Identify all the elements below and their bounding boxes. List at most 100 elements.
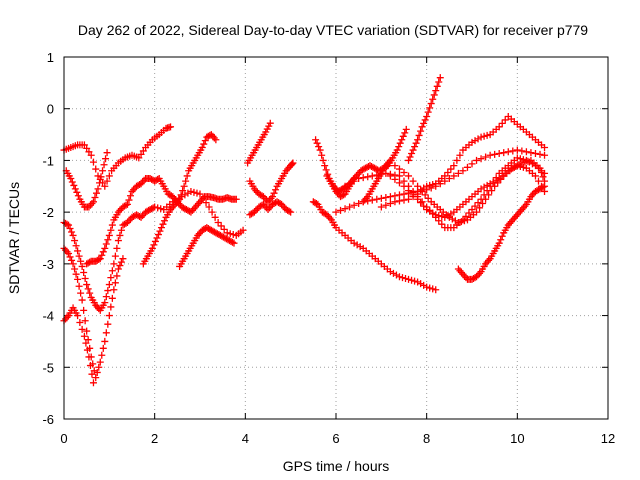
data-point xyxy=(432,211,440,219)
data-point xyxy=(391,162,399,170)
data-point xyxy=(108,294,116,302)
data-point xyxy=(113,244,121,252)
data-point xyxy=(185,207,193,215)
data-point xyxy=(453,156,461,164)
data-point xyxy=(498,232,506,240)
y-axis-label: SDTVAR / TECUs xyxy=(6,182,22,294)
data-point xyxy=(156,227,164,235)
data-point xyxy=(400,190,408,198)
data-point xyxy=(409,146,417,154)
data-point xyxy=(78,325,86,333)
data-point xyxy=(424,108,432,116)
series-arc-19 xyxy=(405,74,444,164)
data-point xyxy=(426,284,434,292)
data-point xyxy=(68,178,76,186)
data-point xyxy=(116,231,124,239)
data-point xyxy=(418,123,426,131)
y-tick-label: 1 xyxy=(47,50,54,65)
data-point xyxy=(117,258,125,266)
data-point xyxy=(313,139,321,147)
data-point xyxy=(316,146,324,154)
data-point xyxy=(495,150,503,158)
data-point xyxy=(432,182,440,190)
data-point xyxy=(400,168,408,176)
data-point xyxy=(427,100,435,108)
data-point xyxy=(411,143,419,151)
data-point xyxy=(77,257,85,265)
x-tick-label: 12 xyxy=(601,431,615,446)
data-point xyxy=(427,184,435,192)
data-point xyxy=(94,185,102,193)
x-tick-label: 2 xyxy=(151,431,158,446)
data-point xyxy=(386,156,394,164)
data-point xyxy=(518,159,526,167)
data-point xyxy=(513,146,521,154)
data-point xyxy=(436,180,444,188)
data-point xyxy=(497,175,505,183)
data-point xyxy=(102,155,110,163)
data-point xyxy=(157,205,165,213)
data-point xyxy=(83,281,91,289)
x-tick-label: 10 xyxy=(510,431,524,446)
data-point xyxy=(536,150,544,158)
data-point xyxy=(531,172,539,180)
data-point xyxy=(406,153,414,161)
data-point xyxy=(522,148,530,156)
data-point xyxy=(395,191,403,199)
data-point xyxy=(74,312,82,320)
data-point xyxy=(519,163,527,171)
data-point xyxy=(226,230,234,238)
data-point xyxy=(202,199,210,207)
series-arc-1 xyxy=(60,123,175,190)
data-point xyxy=(382,193,390,201)
data-point xyxy=(167,123,175,131)
data-point xyxy=(412,139,420,147)
data-point xyxy=(524,157,532,165)
data-point xyxy=(399,132,407,140)
data-point xyxy=(341,205,349,213)
data-point xyxy=(315,143,323,151)
data-point xyxy=(176,195,184,203)
data-point xyxy=(105,231,113,239)
data-point xyxy=(476,204,484,212)
data-point xyxy=(536,164,544,172)
data-point xyxy=(159,220,167,228)
data-point xyxy=(435,78,443,86)
data-point xyxy=(420,119,428,127)
data-point xyxy=(482,153,490,161)
data-point xyxy=(66,253,74,261)
data-point xyxy=(87,151,95,159)
x-tick-label: 8 xyxy=(423,431,430,446)
data-points xyxy=(60,74,549,387)
data-point xyxy=(498,119,506,127)
data-point xyxy=(287,208,295,216)
data-point xyxy=(447,165,455,173)
data-point xyxy=(272,186,280,194)
data-point xyxy=(75,252,83,260)
data-point xyxy=(285,207,293,215)
data-point xyxy=(485,191,493,199)
series-arc-13 xyxy=(309,198,440,294)
data-point xyxy=(534,177,542,185)
data-point xyxy=(456,151,464,159)
data-point xyxy=(89,198,97,206)
data-point xyxy=(402,125,410,133)
data-point xyxy=(206,131,214,139)
x-tick-label: 4 xyxy=(242,431,249,446)
data-point xyxy=(465,209,473,217)
data-point xyxy=(435,212,443,220)
series-arc-9 xyxy=(246,159,297,206)
data-point xyxy=(460,217,468,225)
data-point xyxy=(391,192,399,200)
data-point xyxy=(408,150,416,158)
data-point xyxy=(518,147,526,155)
data-point xyxy=(462,212,470,220)
data-point xyxy=(497,236,505,244)
data-point xyxy=(72,270,80,278)
series-arc-18 xyxy=(377,146,549,211)
data-point xyxy=(63,220,71,228)
data-point xyxy=(395,197,403,205)
data-point xyxy=(211,213,219,221)
data-point xyxy=(102,329,110,337)
data-point xyxy=(426,104,434,112)
